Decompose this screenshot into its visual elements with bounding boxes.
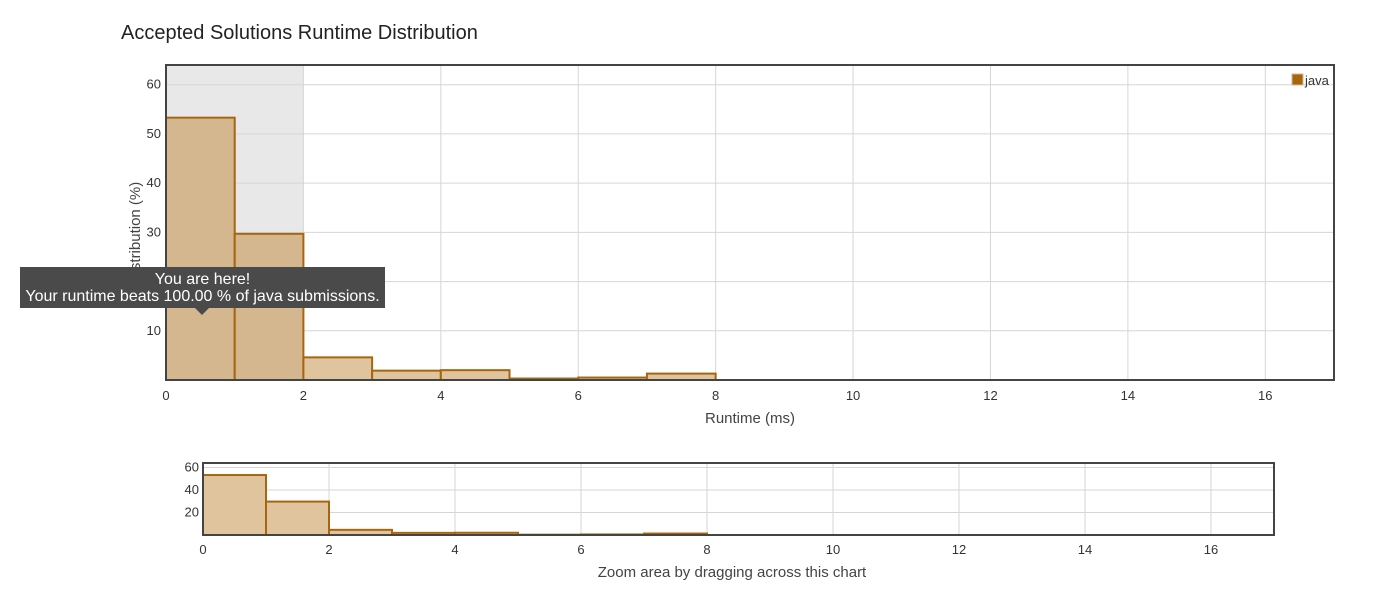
chart-title: Accepted Solutions Runtime Distribution <box>121 22 478 44</box>
x-tick-label: 10 <box>826 542 840 557</box>
x-tick-label: 10 <box>846 388 860 403</box>
x-tick-label: 4 <box>451 542 458 557</box>
x-tick-label: 2 <box>300 388 307 403</box>
tooltip-pointer <box>195 308 209 315</box>
tooltip-line-1: You are here! <box>154 271 251 288</box>
y-tick-label: 20 <box>185 505 199 520</box>
navigator-bar[interactable] <box>265 500 330 536</box>
runtime-tooltip: You are here! Your runtime beats 100.00 … <box>20 267 385 315</box>
x-tick-label: 0 <box>199 542 206 557</box>
y-tick-label: 50 <box>147 126 161 141</box>
y-tick-label: 30 <box>147 224 161 239</box>
navigator-chart[interactable]: 0 2 4 6 8 10 12 14 16 20 40 60 Zoom area by draggi… <box>0 448 1400 598</box>
x-tick-label: 4 <box>437 388 444 403</box>
y-tick-label: 40 <box>185 482 199 497</box>
x-tick-label: 14 <box>1078 542 1092 557</box>
y-tick-label: 60 <box>147 77 161 92</box>
y-tick-label: 10 <box>147 323 161 338</box>
x-tick-label: 8 <box>712 388 719 403</box>
y-axis-title: Distribution (%) <box>127 182 144 285</box>
plot-frame <box>165 64 1335 381</box>
legend-label-java: java <box>1304 73 1330 88</box>
histogram-bar[interactable] <box>302 356 374 381</box>
y-tick-label: 40 <box>147 175 161 190</box>
x-axis-title: Runtime (ms) <box>705 410 795 427</box>
x-tick-label: 14 <box>1121 388 1135 403</box>
x-tick-label: 16 <box>1258 388 1272 403</box>
navigator-bar[interactable] <box>202 474 267 537</box>
legend[interactable]: java <box>1291 73 1330 88</box>
histogram-bar[interactable] <box>165 116 236 381</box>
x-tick-label: 0 <box>162 388 169 403</box>
tooltip-line-2: Your runtime beats 100.00 % of java subm… <box>25 288 380 305</box>
y-tick-label: 60 <box>185 460 199 475</box>
x-tick-label: 2 <box>325 542 332 557</box>
x-tick-label: 12 <box>952 542 966 557</box>
x-tick-label: 16 <box>1204 542 1218 557</box>
histogram-bar[interactable] <box>439 369 511 381</box>
x-tick-label: 8 <box>703 542 710 557</box>
histogram-bar[interactable] <box>371 369 442 381</box>
legend-swatch-java <box>1291 73 1304 86</box>
x-tick-label: 6 <box>575 388 582 403</box>
x-tick-label: 6 <box>577 542 584 557</box>
x-tick-label: 12 <box>983 388 997 403</box>
navigator-frame <box>202 462 1275 536</box>
navigator-caption: Zoom area by dragging across this chart <box>598 564 867 581</box>
